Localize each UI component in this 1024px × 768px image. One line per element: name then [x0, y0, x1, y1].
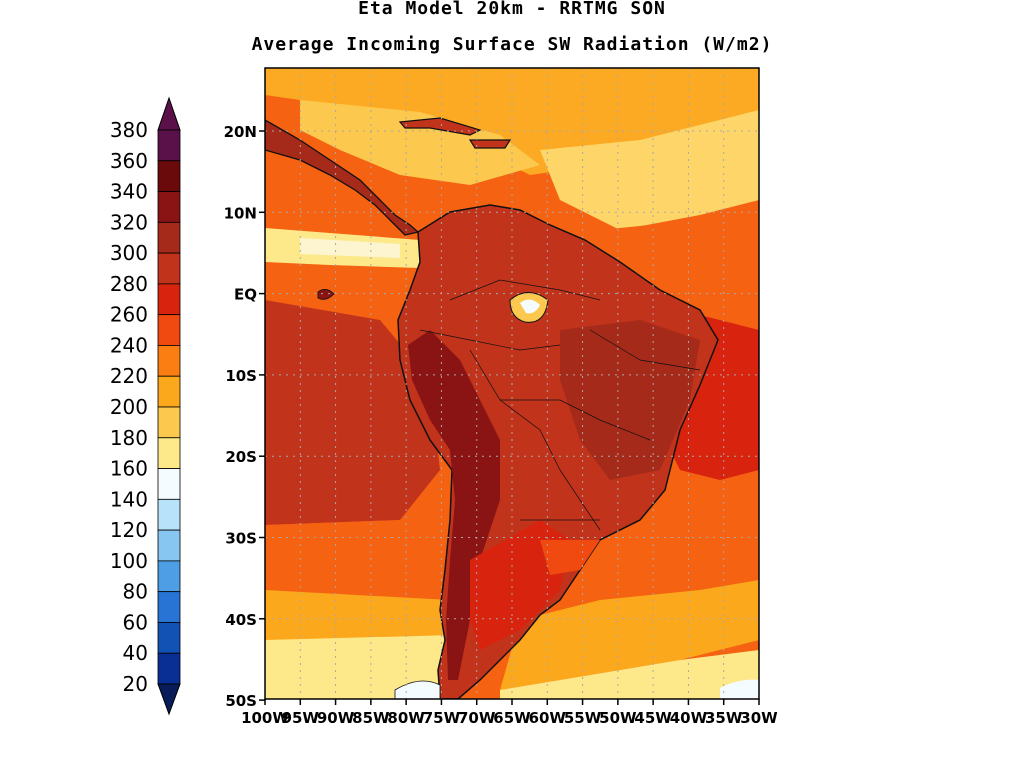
colorbar-band — [157, 191, 181, 223]
colorbar-label: 280 — [110, 272, 148, 296]
south-atlantic-cloud-patch — [720, 679, 759, 699]
lon-label: 95W — [282, 709, 320, 727]
colorbar-band — [157, 529, 181, 562]
colorbar-band — [157, 314, 181, 346]
colorbar-label: 60 — [123, 610, 148, 634]
colorbar-band — [157, 591, 181, 623]
colorbar-label: 40 — [123, 641, 148, 665]
south-atlantic-light-band — [500, 580, 759, 690]
south-atlantic-mid-band — [560, 500, 759, 600]
lat-label: EQ — [234, 286, 257, 304]
south-pacific-light-band — [265, 590, 455, 645]
lon-label: 70W — [458, 709, 496, 727]
country-borders — [419, 279, 701, 531]
colorbar-top-arrow — [157, 96, 181, 131]
lon-label: 90W — [317, 709, 355, 727]
lon-label: 55W — [564, 709, 602, 727]
colorbar-band — [157, 652, 181, 685]
lat-label: 30S — [225, 530, 257, 548]
lon-label: 30W — [740, 709, 778, 727]
south-pacific-pale-band — [265, 635, 455, 699]
atlantic-equatorial-band — [600, 215, 759, 320]
colorbar-label: 100 — [110, 549, 148, 573]
map-subtitle: Average Incoming Surface SW Radiation (W… — [251, 34, 773, 55]
caribbean-band — [300, 100, 540, 185]
colorbar-label: 80 — [123, 580, 148, 604]
colorbar-bottom-arrow — [157, 683, 181, 716]
graticule — [265, 68, 759, 699]
colorbar-band — [157, 406, 181, 439]
lat-label: 10N — [224, 204, 257, 222]
lon-label: 45W — [634, 709, 672, 727]
colorbar-label: 340 — [110, 180, 148, 204]
lon-label: 100W — [241, 709, 289, 727]
pacific-itcz-core — [300, 238, 400, 258]
uruguay-lighter — [540, 540, 600, 575]
cuba-land — [398, 117, 482, 136]
colorbar-band — [157, 468, 181, 500]
colorbar-label: 180 — [110, 426, 148, 450]
colorbar-band — [157, 221, 181, 254]
lon-label: 50W — [599, 709, 637, 727]
colorbar-label: 260 — [110, 303, 148, 327]
hispaniola-land — [468, 139, 512, 149]
lat-label: 10S — [225, 367, 257, 385]
colorbar-band — [157, 622, 181, 654]
lat-label: 50S — [225, 692, 257, 710]
axes: 20N10NEQ10S20S30S40S50S100W95W90W85W80W7… — [224, 123, 779, 727]
central-america-land — [265, 119, 420, 236]
colorbar-label: 20 — [123, 672, 148, 696]
amazon-cloud-core — [520, 299, 540, 314]
colorbar-label: 300 — [110, 241, 148, 265]
colorbar-label: 240 — [110, 333, 148, 357]
colorbar-label: 360 — [110, 149, 148, 173]
colorbar-band — [157, 129, 181, 162]
colorbar-band — [157, 160, 181, 192]
lon-label: 85W — [352, 709, 390, 727]
lon-label: 80W — [387, 709, 425, 727]
colorbar-band — [157, 498, 181, 531]
lat-label: 20N — [224, 123, 257, 141]
south-pacific-dark-band — [265, 300, 440, 525]
colorbar-band — [157, 560, 181, 593]
colorbar-label: 320 — [110, 210, 148, 234]
lon-label: 40W — [670, 709, 708, 727]
colorbar-label: 140 — [110, 487, 148, 511]
map-area — [265, 68, 759, 699]
colorbar-label: 220 — [110, 364, 148, 388]
brazil-highlands-dark — [560, 320, 700, 480]
galapagos-spot — [317, 289, 335, 300]
colorbar-band — [157, 345, 181, 377]
lon-label: 75W — [423, 709, 461, 727]
colorbar: 380 360 340 320 300 280 260 240 220 200 180 160 140 1… — [110, 96, 181, 716]
colorbar-band — [157, 283, 181, 316]
south-atlantic-pale-band — [500, 650, 759, 699]
lon-label: 65W — [493, 709, 531, 727]
andes-dark-region — [408, 330, 500, 680]
lon-label: 35W — [705, 709, 743, 727]
colorbar-label: 120 — [110, 518, 148, 542]
colorbar-label: 380 — [110, 118, 148, 142]
colorbar-label: 200 — [110, 395, 148, 419]
colorbar-band — [157, 252, 181, 285]
colorbar-band — [157, 437, 181, 469]
south-pacific-mid-band — [265, 520, 450, 600]
lat-label: 40S — [225, 611, 257, 629]
colorbar-label: 160 — [110, 457, 148, 481]
colorbar-band — [157, 375, 181, 408]
lon-label: 60W — [529, 709, 567, 727]
atlantic-north-light — [540, 110, 759, 230]
map-title: Eta Model 20km - RRTMG SON — [358, 0, 666, 19]
lat-label: 20S — [225, 448, 257, 466]
